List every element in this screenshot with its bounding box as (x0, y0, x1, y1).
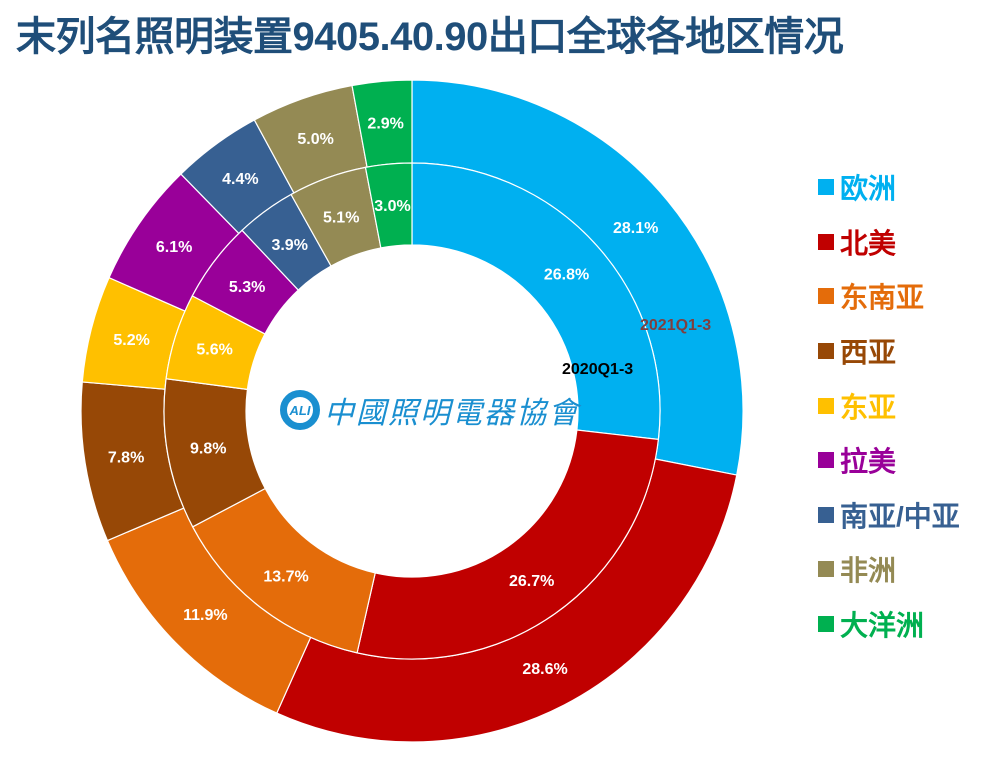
cali-logo: ALI 中國照明電器協會 (280, 388, 580, 432)
data-labels-group: 28.1% 28.6% 11.9% 7.8% 5.2% 6.1% 4.4% 5.0% 2.9% 2… (108, 116, 658, 678)
data-label-inner-2: 13.7% (263, 568, 308, 585)
cali-logo-mark: ALI (280, 390, 320, 430)
legend-label: 拉美 (840, 446, 897, 478)
legend-label: 东南亚 (840, 282, 925, 314)
data-label-outer-3: 7.8% (108, 449, 144, 466)
legend-item: 东亚 (818, 378, 960, 433)
legend-item: 西亚 (818, 324, 960, 379)
legend-item: 东南亚 (818, 269, 960, 324)
legend-label: 东亚 (840, 391, 897, 423)
legend-label: 非洲 (840, 555, 897, 587)
legend-label: 欧洲 (840, 173, 897, 205)
data-label-inner-5: 5.3% (229, 279, 265, 296)
legend-swatch (818, 179, 834, 196)
data-label-outer-0: 28.1% (613, 220, 658, 237)
legend-label: 大洋洲 (840, 610, 925, 642)
series-label-outer: 2021Q1-3 (640, 317, 711, 334)
legend: 欧洲北美东南亚西亚东亚拉美南亚/中亚非洲大洋洲 (818, 160, 960, 651)
legend-swatch (818, 397, 834, 414)
data-label-outer-8: 2.9% (367, 116, 403, 133)
data-label-inner-4: 5.6% (196, 342, 232, 359)
legend-label: 北美 (840, 227, 897, 259)
data-label-inner-1: 26.7% (509, 573, 554, 590)
data-label-outer-7: 5.0% (297, 131, 333, 148)
data-label-inner-8: 3.0% (374, 198, 410, 215)
data-label-inner-6: 3.9% (271, 237, 307, 254)
legend-swatch (818, 616, 834, 633)
legend-item: 北美 (818, 215, 960, 270)
data-label-inner-0: 26.8% (544, 266, 589, 283)
data-label-inner-7: 5.1% (323, 209, 359, 226)
legend-item: 南亚/中亚 (818, 488, 960, 543)
legend-swatch (818, 233, 834, 250)
legend-label: 西亚 (840, 337, 897, 369)
legend-swatch (818, 561, 834, 578)
data-label-outer-1: 28.6% (522, 661, 567, 678)
chart-title: 末列名照明装置9405.40.90出口全球各地区情况 (16, 15, 844, 59)
legend-item: 非洲 (818, 542, 960, 597)
data-label-outer-6: 4.4% (222, 171, 258, 188)
legend-label: 南亚/中亚 (840, 500, 960, 532)
legend-swatch (818, 288, 834, 305)
series-label-inner: 2020Q1-3 (562, 361, 633, 378)
data-label-outer-4: 5.2% (113, 332, 149, 349)
legend-swatch (818, 452, 834, 469)
slice-inner-8 (364, 162, 413, 249)
cali-logo-text: 中國照明電器協會 (324, 396, 580, 431)
slices-group (80, 79, 744, 743)
slice-inner-1 (356, 429, 660, 660)
legend-item: 拉美 (818, 433, 960, 488)
legend-item: 欧洲 (818, 160, 960, 215)
series-labels-group: 2021Q1-3 2020Q1-3 (562, 317, 711, 378)
data-label-inner-3: 9.8% (190, 441, 226, 458)
legend-swatch (818, 506, 834, 523)
data-label-outer-2: 11.9% (183, 607, 227, 624)
slice-inner-0 (411, 162, 661, 441)
data-label-outer-5: 6.1% (156, 239, 192, 256)
legend-swatch (818, 343, 834, 360)
legend-item: 大洋洲 (818, 597, 960, 652)
